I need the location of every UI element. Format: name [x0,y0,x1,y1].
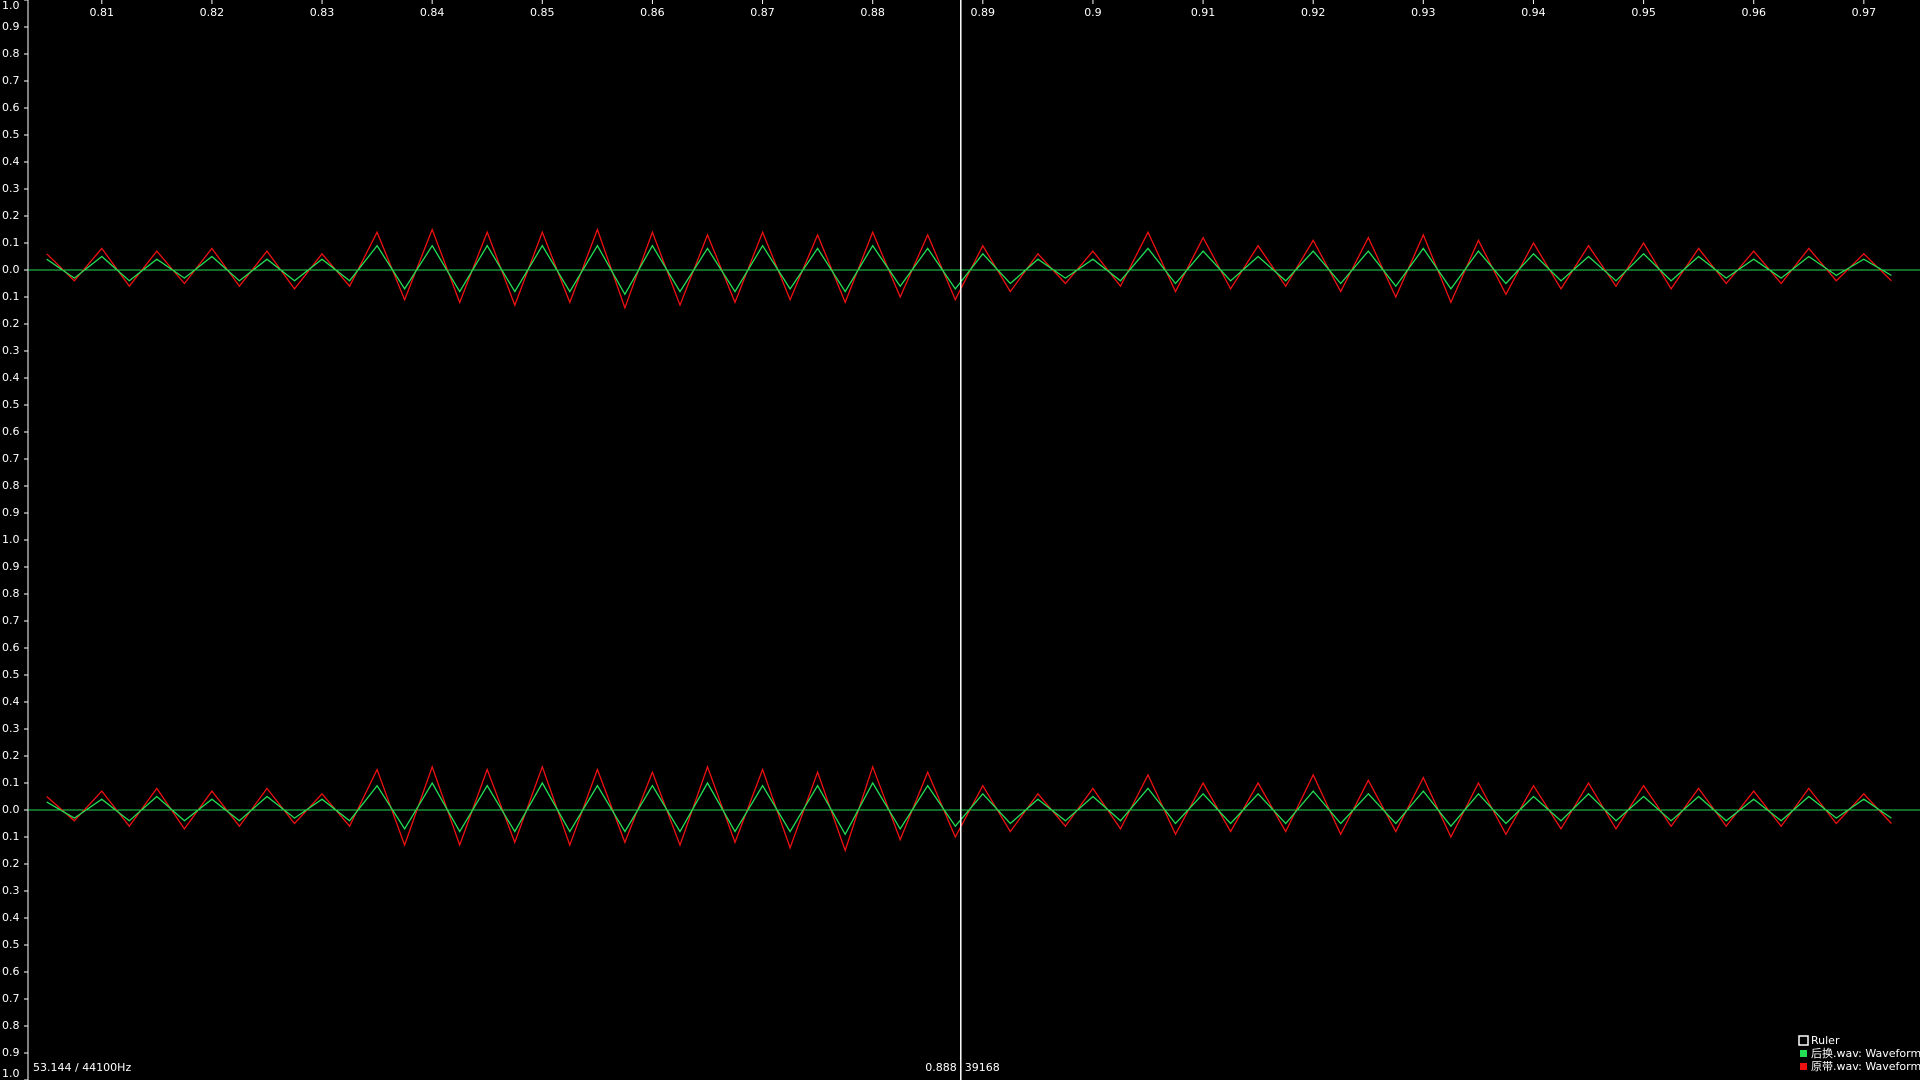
y-tick-label: 0.6 [2,425,20,438]
y-tick-label: 0.4 [2,155,20,168]
x-tick-label: 0.83 [310,6,335,19]
y-tick-label: 0.3 [2,344,20,357]
y-tick-label: 0.5 [2,668,20,681]
cursor-sample: 39168 [965,1061,1000,1074]
y-tick-label: 0.9 [2,1046,20,1059]
x-tick-label: 0.82 [200,6,225,19]
x-tick-label: 0.85 [530,6,555,19]
y-tick-label: 0.4 [2,371,20,384]
y-tick-label: 0.8 [2,47,20,60]
y-tick-label: 0.7 [2,992,20,1005]
y-tick-label: 0.3 [2,884,20,897]
y-tick-label: 0.6 [2,965,20,978]
x-tick-label: 0.86 [640,6,665,19]
y-tick-label: 0.2 [2,209,20,222]
y-tick-label: 1.0 [2,1067,20,1080]
y-tick-label: 0.5 [2,128,20,141]
y-tick-label: 1.0 [2,0,20,12]
y-tick-label: 1.0 [2,533,20,546]
y-tick-label: 0.4 [2,695,20,708]
y-tick-label: 0.8 [2,479,20,492]
y-tick-label: 0.6 [2,101,20,114]
legend-label: 原带.wav: Waveform [1811,1060,1920,1073]
y-tick-label: 0.0 [2,263,20,276]
y-tick-label: 0.1 [2,830,20,843]
y-tick-label: 0.6 [2,641,20,654]
x-tick-label: 0.92 [1301,6,1326,19]
y-tick-label: 0.2 [2,749,20,762]
legend-swatch [1800,1063,1807,1070]
legend-swatch [1800,1050,1807,1057]
y-tick-label: 0.9 [2,506,20,519]
y-tick-label: 0.4 [2,911,20,924]
x-tick-label: 0.9 [1084,6,1102,19]
cursor-time: 0.888 [925,1061,957,1074]
legend-label: 后换.wav: Waveform [1811,1046,1920,1060]
y-tick-label: 0.9 [2,20,20,33]
y-tick-label: 0.7 [2,74,20,87]
y-tick-label: 0.0 [2,803,20,816]
x-tick-label: 0.93 [1411,6,1436,19]
y-tick-label: 0.5 [2,938,20,951]
y-tick-label: 0.3 [2,182,20,195]
x-tick-label: 0.96 [1741,6,1766,19]
y-tick-label: 0.8 [2,587,20,600]
y-tick-label: 0.8 [2,1019,20,1032]
y-tick-label: 0.1 [2,290,20,303]
x-tick-label: 0.97 [1852,6,1877,19]
x-tick-label: 0.88 [860,6,885,19]
y-tick-label: 0.2 [2,857,20,870]
y-tick-label: 0.1 [2,776,20,789]
x-tick-label: 0.89 [971,6,996,19]
y-tick-label: 0.9 [2,560,20,573]
legend-label: Ruler [1811,1034,1840,1047]
legend-swatch [1798,1035,1809,1046]
y-tick-label: 0.1 [2,236,20,249]
y-tick-label: 0.2 [2,317,20,330]
x-tick-label: 0.87 [750,6,775,19]
y-tick-label: 0.5 [2,398,20,411]
y-tick-label: 0.7 [2,614,20,627]
y-tick-label: 0.7 [2,452,20,465]
waveform [46,244,1892,296]
status-text: 53.144 / 44100Hz [33,1061,131,1074]
waveform [46,781,1892,836]
waveform [46,764,1892,853]
y-tick-label: 0.3 [2,722,20,735]
x-tick-label: 0.94 [1521,6,1546,19]
x-tick-label: 0.84 [420,6,445,19]
x-tick-label: 0.95 [1631,6,1656,19]
x-tick-label: 0.81 [90,6,115,19]
x-tick-label: 0.91 [1191,6,1216,19]
waveform [46,227,1892,310]
